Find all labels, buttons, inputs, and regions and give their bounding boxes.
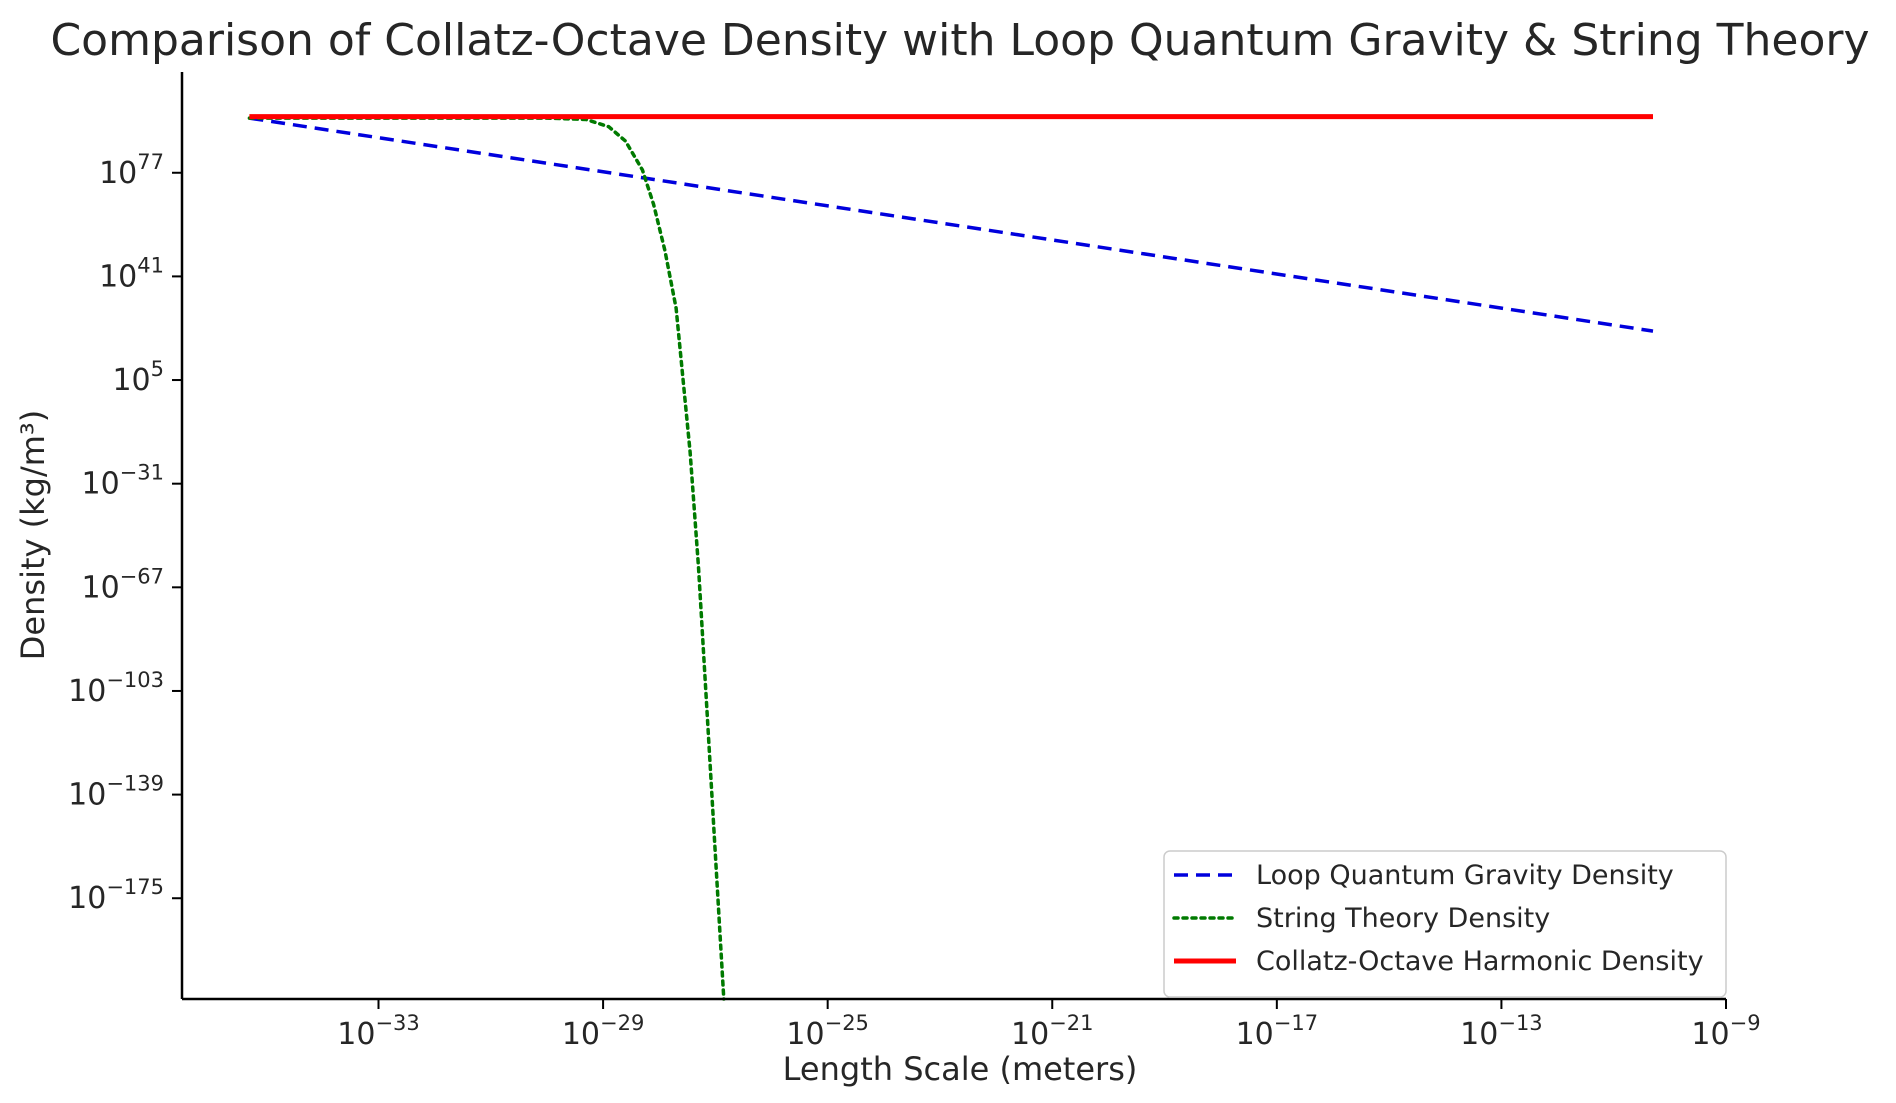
- x-tick-label-2: 10−29: [562, 1011, 645, 1052]
- x-axis-ticks: 10−33 10−29 10−25 10−21 10−17 10−13 10−9: [337, 999, 1761, 1052]
- y-tick-label-7: 10−139: [68, 772, 164, 813]
- y-tick-label-1: 1077: [99, 150, 164, 191]
- y-tick-label-8: 10−175: [68, 875, 164, 916]
- y-tick-label-3: 105: [112, 357, 164, 398]
- x-tick-label-6: 10−13: [1460, 1011, 1543, 1052]
- y-tick-label-5: 10−67: [81, 564, 164, 605]
- y-tick-label-6: 10−103: [68, 668, 164, 709]
- legend-label-3: Collatz-Octave Harmonic Density: [1256, 946, 1704, 977]
- y-axis-ticks: 1077 1041 105 10−31 10−67 10−103 10−139 10−175: [68, 150, 182, 916]
- y-tick-label-4: 10−31: [81, 461, 164, 502]
- legend-label-1: Loop Quantum Gravity Density: [1256, 860, 1674, 891]
- x-axis-label: Length Scale (meters): [783, 1050, 1138, 1088]
- x-tick-label-7: 10−9: [1691, 1011, 1760, 1052]
- chart-title: Comparison of Collatz-Octave Density wit…: [50, 15, 1869, 66]
- series-line-1: [249, 116, 1654, 333]
- legend-box: [1163, 850, 1727, 998]
- legend: Loop Quantum Gravity Density String Theor…: [1163, 850, 1727, 998]
- x-tick-label-4: 10−21: [1011, 1011, 1094, 1052]
- x-tick-label-1: 10−33: [337, 1011, 420, 1052]
- series-line-2: [247, 116, 726, 1001]
- x-tick-label-5: 10−17: [1236, 1011, 1319, 1052]
- y-axis-label: Density (kg/m³): [14, 410, 52, 660]
- series-group: [247, 114, 1654, 1001]
- y-tick-label-2: 1041: [99, 253, 164, 294]
- x-tick-label-3: 10−25: [786, 1011, 869, 1052]
- legend-label-2: String Theory Density: [1256, 903, 1550, 934]
